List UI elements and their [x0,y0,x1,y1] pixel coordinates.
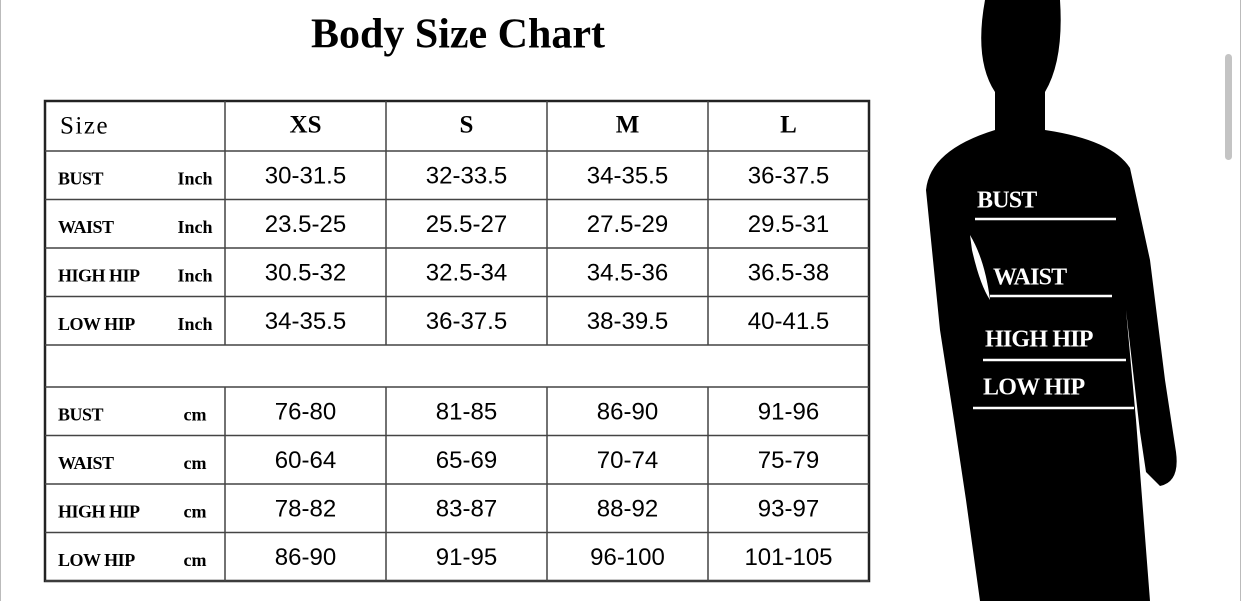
row-unit: cm [184,404,207,424]
size-value: 75-79 [758,447,819,474]
row-unit: cm [184,501,207,521]
size-value: 32-33.5 [426,163,507,190]
row-unit: Inch [177,168,212,188]
size-value: 96-100 [590,544,665,571]
size-value: 34-35.5 [587,163,668,190]
figure-label: HIGH HIP [985,327,1093,353]
size-value: 36-37.5 [426,308,507,335]
title: Body Size Chart [311,12,605,58]
row-unit: Inch [177,217,212,237]
row-label: HIGH HIP [58,265,140,285]
header-cell: L [780,112,797,139]
size-value: 88-92 [597,496,658,523]
size-value: 101-105 [744,544,832,571]
figure-label: LOW HIP [983,375,1084,401]
row-unit: Inch [177,265,212,285]
size-table: Size XS S M L BUST Inch 30-31.5 32-33.5 34-35.5 36… [43,99,871,583]
row-label: LOW HIP [58,314,135,334]
size-value: 38-39.5 [587,308,668,335]
header-cell: S [460,112,474,139]
row-label: BUST [58,404,104,424]
row-unit: Inch [177,314,212,334]
figure-label: BUST [977,188,1037,214]
scrollbar[interactable] [1225,54,1232,160]
header-cell: XS [290,112,322,139]
waist-highlight [970,235,990,300]
size-value: 78-82 [275,496,336,523]
size-value: 76-80 [275,399,336,426]
size-value: 70-74 [597,447,658,474]
size-value: 29.5-31 [748,211,829,238]
size-value: 30-31.5 [265,163,346,190]
size-value: 25.5-27 [426,211,507,238]
size-value: 91-95 [436,544,497,571]
silhouette [926,0,1177,601]
size-value: 36-37.5 [748,163,829,190]
size-value: 91-96 [758,399,819,426]
size-value: 23.5-25 [265,211,346,238]
row-unit: cm [184,550,207,570]
size-value: 81-85 [436,399,497,426]
size-value: 36.5-38 [748,260,829,287]
header-cell: M [616,112,640,139]
row-label: WAIST [58,453,114,473]
size-value: 34-35.5 [265,308,346,335]
size-value: 27.5-29 [587,211,668,238]
size-value: 40-41.5 [748,308,829,335]
header-cell: Size [60,113,109,140]
size-value: 93-97 [758,496,819,523]
row-label: LOW HIP [58,550,135,570]
size-value: 32.5-34 [426,260,507,287]
size-value: 60-64 [275,447,336,474]
row-label: BUST [58,168,104,188]
size-value: 30.5-32 [265,260,346,287]
size-value: 86-90 [597,399,658,426]
size-value: 34.5-36 [587,260,668,287]
figure-label: WAIST [993,265,1067,291]
size-value: 65-69 [436,447,497,474]
row-unit: cm [184,453,207,473]
size-value: 86-90 [275,544,336,571]
row-label: HIGH HIP [58,501,140,521]
size-value: 83-87 [436,496,497,523]
row-label: WAIST [58,217,114,237]
figure-labels: BUST WAIST HIGH HIP LOW HIP [973,188,1134,410]
